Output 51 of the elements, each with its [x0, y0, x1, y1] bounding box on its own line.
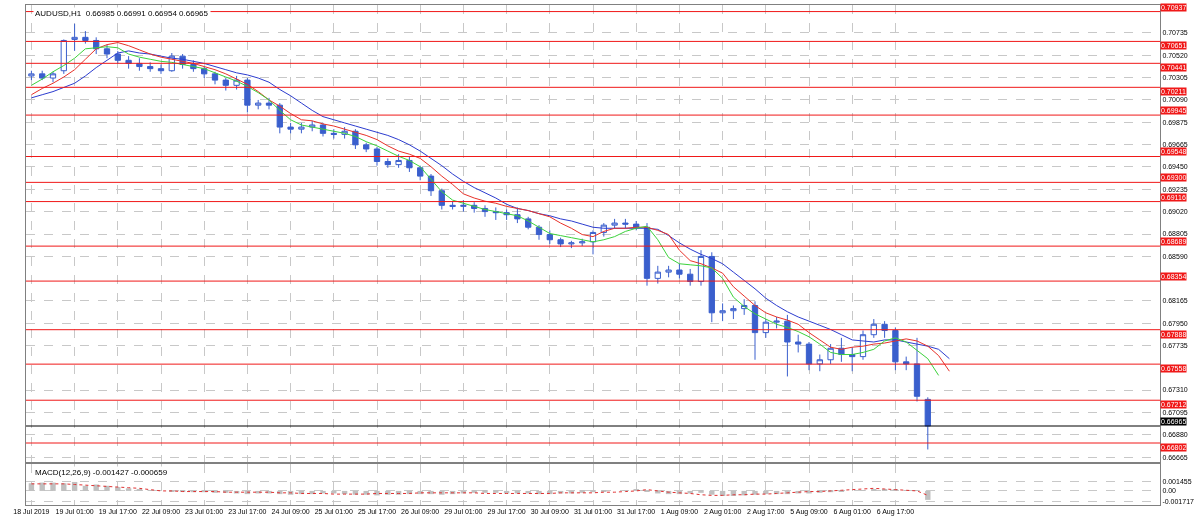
candlestick: [730, 304, 737, 320]
candlestick: [924, 396, 931, 450]
candlestick: [406, 155, 413, 173]
candlestick: [622, 218, 629, 229]
candlestick: [298, 122, 305, 134]
text: AUDUSD,H1 0.66985 0.66991 0.66954 0.66965: [35, 9, 209, 18]
candlestick: [49, 71, 57, 83]
line-series: [30, 483, 929, 496]
candlestick: [881, 320, 888, 339]
candlestick: [330, 128, 337, 140]
candlestick: [211, 71, 219, 85]
candlestick: [82, 30, 89, 45]
candlestick: [449, 200, 456, 210]
candlestick: [784, 314, 791, 377]
text: MACD(12,26,9) -0.001427 -0.000659: [35, 468, 168, 477]
candlestick: [147, 61, 154, 73]
candlestick: [460, 199, 467, 213]
candlestick: [103, 44, 111, 59]
candlestick: [114, 50, 121, 64]
candlestick: [913, 337, 921, 402]
candlestick: [719, 302, 726, 322]
candlestick: [633, 220, 640, 231]
candlestick: [568, 240, 575, 249]
candlestick: [773, 316, 780, 329]
candlestick: [557, 237, 564, 248]
candlestick: [373, 146, 381, 167]
candlestick: [676, 263, 683, 279]
candlestick: [546, 229, 553, 245]
candlestick: [665, 265, 672, 278]
candlestick: [157, 63, 165, 75]
candlestick: [363, 142, 370, 153]
candlestick: [201, 66, 208, 79]
candlestick: [611, 218, 618, 229]
candlestick: [643, 222, 651, 287]
candlestick: [579, 238, 586, 247]
candlestick: [795, 334, 802, 353]
candlestick: [535, 224, 543, 241]
candlestick: [39, 70, 46, 81]
candlestick: [805, 341, 813, 371]
candlestick: [417, 165, 424, 181]
candlestick: [265, 97, 273, 110]
candlestick: [222, 77, 229, 92]
candlestick: [287, 122, 294, 134]
candlestick: [849, 346, 856, 372]
candlestick: [71, 23, 78, 52]
candlestick: [384, 157, 391, 169]
candlestick: [28, 70, 35, 81]
candlestick: [255, 99, 262, 110]
candlestick: [827, 343, 834, 365]
candlestick: [654, 265, 661, 285]
candlestick: [395, 153, 402, 169]
